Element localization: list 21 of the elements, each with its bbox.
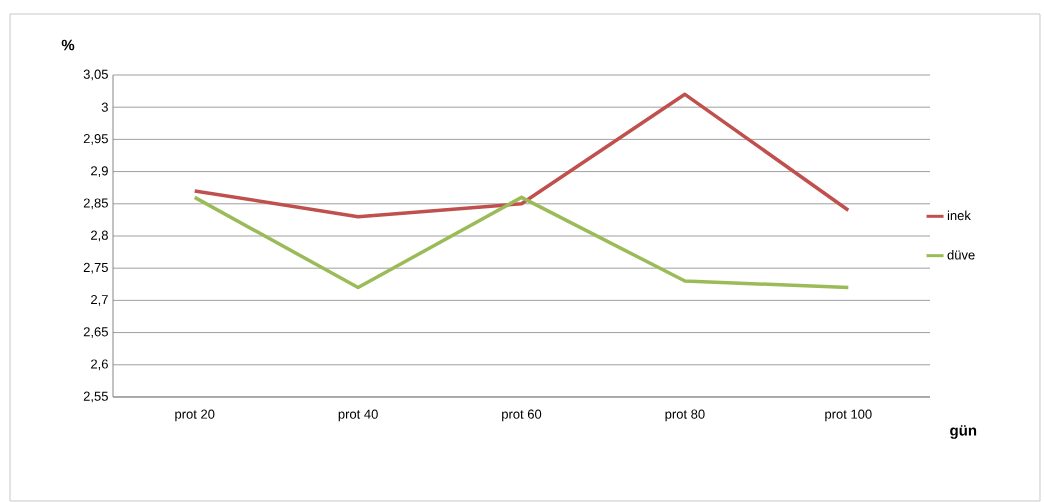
y-tick-label: 2,7: [91, 295, 108, 306]
y-tick-label: 2,55: [83, 391, 108, 403]
y-tick-label: 2,75: [83, 262, 108, 274]
x-tick-label: prot 40: [338, 409, 378, 422]
y-tick-label: 3,05: [83, 69, 108, 81]
y-tick-label: 2,85: [83, 198, 108, 210]
y-tick-label: 2,6: [91, 359, 108, 371]
line-series: [192, 92, 851, 219]
x-tick-label: prot 100: [825, 409, 872, 422]
y-tick-label: 2,65: [83, 327, 108, 338]
y-tick-label: 3: [101, 102, 108, 112]
legend-label: inek: [947, 210, 971, 221]
legend-label: düve: [947, 249, 975, 260]
x-tick-label: prot 60: [502, 409, 542, 422]
x-tick-label: prot 80: [665, 409, 705, 422]
x-axis-title: gün: [950, 425, 977, 439]
y-tick-label: 2,95: [83, 134, 108, 145]
y-tick-label: 2,9: [91, 166, 108, 177]
y-tick-label: 2,8: [91, 230, 108, 242]
y-axis-title: %: [61, 39, 75, 51]
x-tick-label: prot 20: [175, 409, 215, 422]
